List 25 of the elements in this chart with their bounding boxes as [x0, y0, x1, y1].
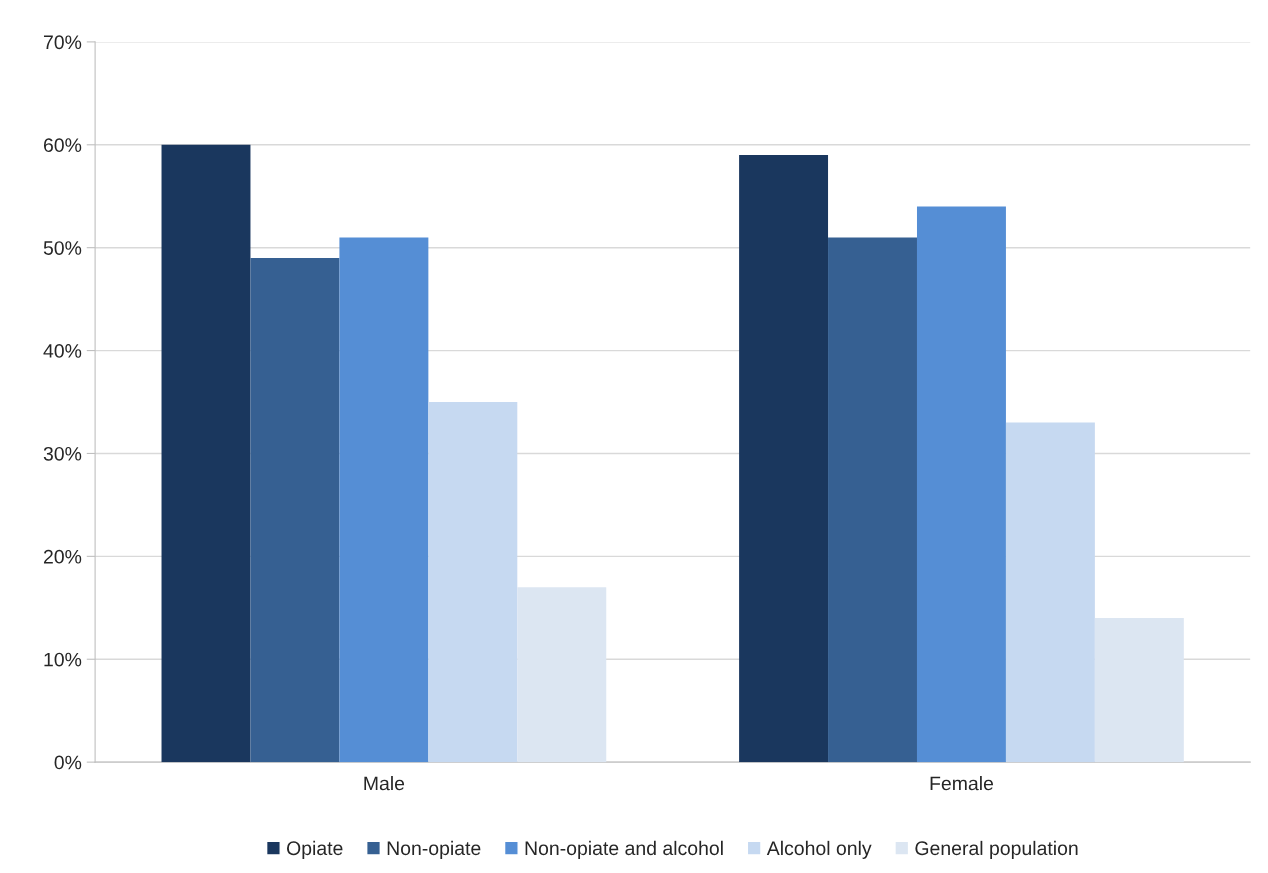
bar	[517, 587, 607, 763]
y-tick-label: 20%	[43, 549, 82, 564]
legend-label: General population	[915, 840, 1078, 859]
y-tick-label: 50%	[43, 241, 82, 255]
bar	[1005, 422, 1095, 763]
y-tick-label: 30%	[43, 446, 82, 461]
y-tick-label: 10%	[44, 652, 82, 667]
x-tick-label: Male	[364, 776, 405, 791]
legend-label: Alcohol only	[766, 840, 872, 859]
legend-label: Non-opiate	[387, 840, 481, 859]
bar	[161, 144, 251, 763]
y-tick-label: 0%	[54, 755, 82, 770]
y-tick-label: 60%	[43, 138, 82, 153]
y-tick-label: 40%	[43, 344, 82, 358]
bar	[1094, 618, 1184, 763]
bar	[828, 237, 917, 763]
y-tick-label: 70%	[43, 35, 82, 50]
bar	[739, 155, 829, 763]
bar	[339, 237, 429, 763]
bar	[916, 206, 1006, 763]
legend-label: Opiate	[287, 840, 343, 859]
bar	[428, 402, 518, 763]
bar	[250, 257, 340, 763]
legend-label: Non-opiate and alcohol	[525, 840, 723, 859]
x-tick-label: Female	[930, 776, 994, 791]
